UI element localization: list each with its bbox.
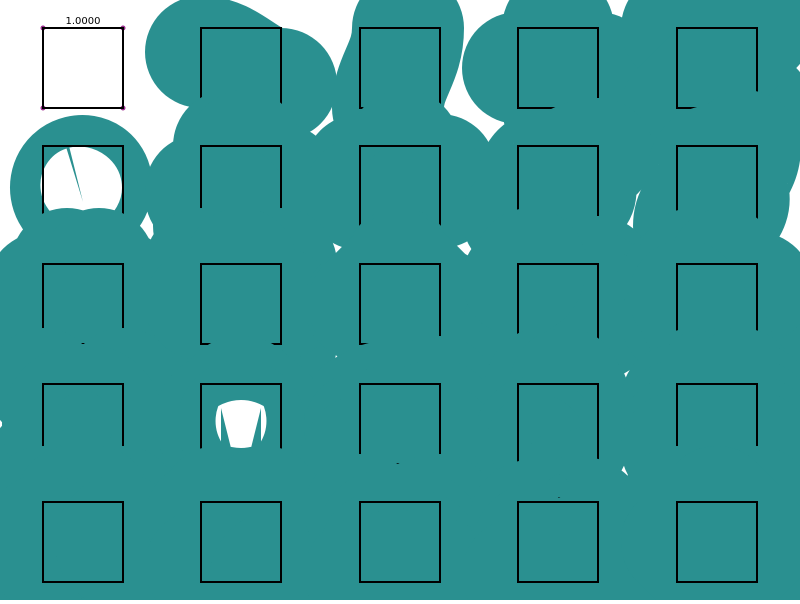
nodal-lines [10, 115, 152, 259]
nodal-curve [145, 0, 337, 140]
nodal-curve [633, 90, 800, 282]
nodal-lines [473, 328, 630, 520]
panel-eigenvalue-label: 1.0000 [66, 16, 101, 27]
panel-frame [200, 501, 282, 583]
panel: 6.7568 [304, 208, 496, 400]
nodal-lines [145, 446, 337, 604]
nodal-curve [621, 0, 800, 164]
nodal-curve [209, 510, 337, 604]
nodal-lines [304, 336, 496, 508]
nodal-curve [621, 446, 800, 604]
panel: 3.0073 [462, 0, 654, 164]
nodal-lines [145, 0, 337, 140]
panel-frame [517, 501, 599, 583]
panel: 6.1145 [0, 208, 179, 400]
nodal-curve [462, 500, 654, 604]
nodal-lines [621, 446, 800, 604]
panel: 10.946 [145, 446, 337, 604]
nodal-curve [0, 474, 111, 604]
nodal-curve [462, 98, 654, 274]
panel: 1.0000 [40, 16, 126, 111]
panel-frame [42, 501, 124, 583]
nodal-lines [145, 208, 337, 400]
panel: 11.876 [462, 456, 654, 604]
nodal-curve [177, 360, 305, 488]
panel: 11.876 [304, 454, 496, 604]
nodal-lines [462, 456, 654, 604]
nodal-curve [10, 115, 152, 259]
panel: 9.4645 [473, 328, 630, 520]
nodal-curve [304, 509, 496, 604]
nodal-curve [308, 212, 492, 396]
panel: 12.734 [621, 446, 800, 604]
panel-frame [676, 501, 758, 583]
panel-frame [42, 263, 124, 345]
nodal-lines [304, 454, 496, 604]
nodal-curve [462, 208, 586, 336]
nodal-lines [0, 208, 179, 400]
nodal-lines [633, 90, 800, 282]
nodal-lines [462, 98, 654, 274]
panel: 6.7293 [145, 208, 337, 400]
panel-frame [359, 501, 441, 583]
nodal-lines [462, 0, 654, 164]
panel: 9.4645 [304, 336, 496, 508]
panel: 10.915 [0, 446, 179, 604]
nodal-lines [304, 208, 496, 400]
nodal-curve [55, 474, 179, 604]
panel-frame [42, 27, 124, 109]
nodal-lines [0, 446, 179, 604]
nodal-curve [304, 383, 496, 508]
